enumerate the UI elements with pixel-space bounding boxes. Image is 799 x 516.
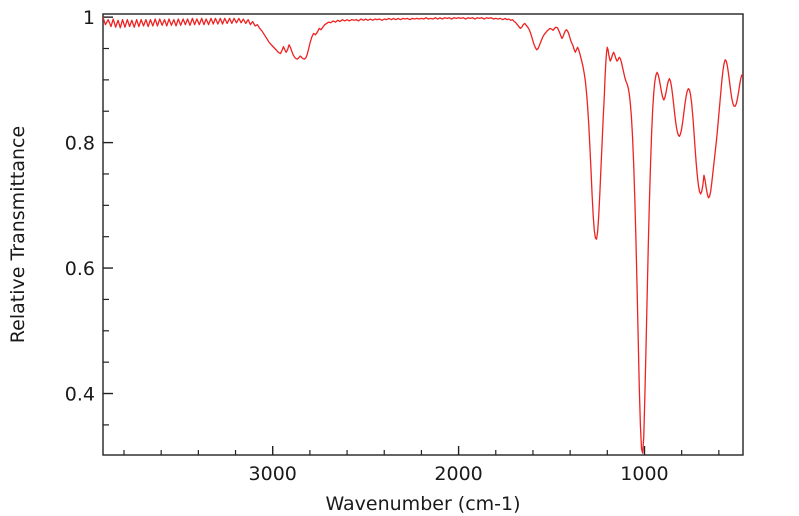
x-axis-title-text: Wavenumber (cm-1) bbox=[325, 493, 520, 515]
x-tick-label: 1000 bbox=[620, 463, 668, 485]
y-tick-label: 0.6 bbox=[65, 258, 95, 280]
plot-frame bbox=[102, 13, 744, 456]
y-tick-label: 0.8 bbox=[65, 133, 95, 155]
x-tick-label: 3000 bbox=[249, 463, 297, 485]
spectrum-line bbox=[103, 16, 743, 454]
y-tick-label: 0.4 bbox=[65, 384, 95, 406]
plot-generated-content: 3000 2000 1000 1 0.8 0.6 0.4 Wavenumber (cm-1) R… bbox=[7, 7, 744, 515]
y-axis-title-text: Relative Transmittance bbox=[7, 126, 29, 343]
x-tick-label: 2000 bbox=[434, 463, 482, 485]
y-tick-label: 1 bbox=[83, 7, 95, 29]
